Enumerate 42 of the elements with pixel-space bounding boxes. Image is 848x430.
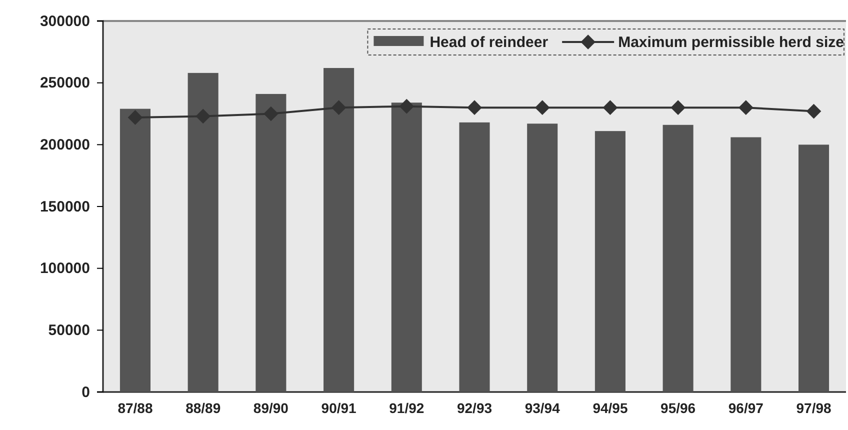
bar [391, 102, 422, 392]
bar [188, 72, 218, 392]
x-tick-label: 93/94 [524, 400, 560, 416]
point [738, 100, 754, 115]
bar [459, 122, 490, 392]
x-tick-label: 88/89 [186, 400, 221, 416]
point [602, 100, 618, 115]
bar [730, 137, 762, 392]
y-tick-label: 100000 [40, 260, 90, 278]
x-tick-label: 90/91 [321, 400, 357, 416]
x-tick-label: 97/98 [796, 400, 832, 416]
y-tick-label: 300000 [40, 12, 90, 30]
point [534, 100, 550, 115]
bar [662, 124, 694, 392]
point [331, 100, 346, 115]
legend-label: Head of reindeer [430, 34, 548, 51]
x-tick-label: 94/95 [592, 400, 628, 416]
bar [594, 131, 626, 392]
y-tick-label: 200000 [40, 136, 90, 154]
x-tick-label: 87/88 [118, 400, 153, 416]
y-tick-label: 150000 [40, 198, 90, 216]
y-tick-label: 0 [82, 384, 90, 401]
point [128, 110, 143, 125]
point [196, 108, 210, 124]
point [264, 106, 278, 122]
bar [798, 144, 830, 392]
x-tick-label: 89/90 [253, 400, 289, 416]
bar [120, 108, 150, 392]
bar [256, 94, 286, 392]
point [467, 100, 482, 115]
x-tick-label: 95/96 [660, 400, 696, 416]
x-tick-label: 92/93 [456, 400, 492, 416]
point [806, 104, 822, 119]
bar [324, 68, 354, 392]
y-tick-label: 250000 [40, 74, 90, 92]
point [399, 98, 414, 114]
bar [527, 124, 558, 392]
point [670, 100, 686, 115]
y-tick-label: 50000 [48, 322, 90, 339]
x-tick-label: 91/92 [389, 400, 424, 416]
x-tick-label: 96/97 [728, 400, 764, 416]
legend-label: Maximum permissible herd size [618, 34, 844, 51]
